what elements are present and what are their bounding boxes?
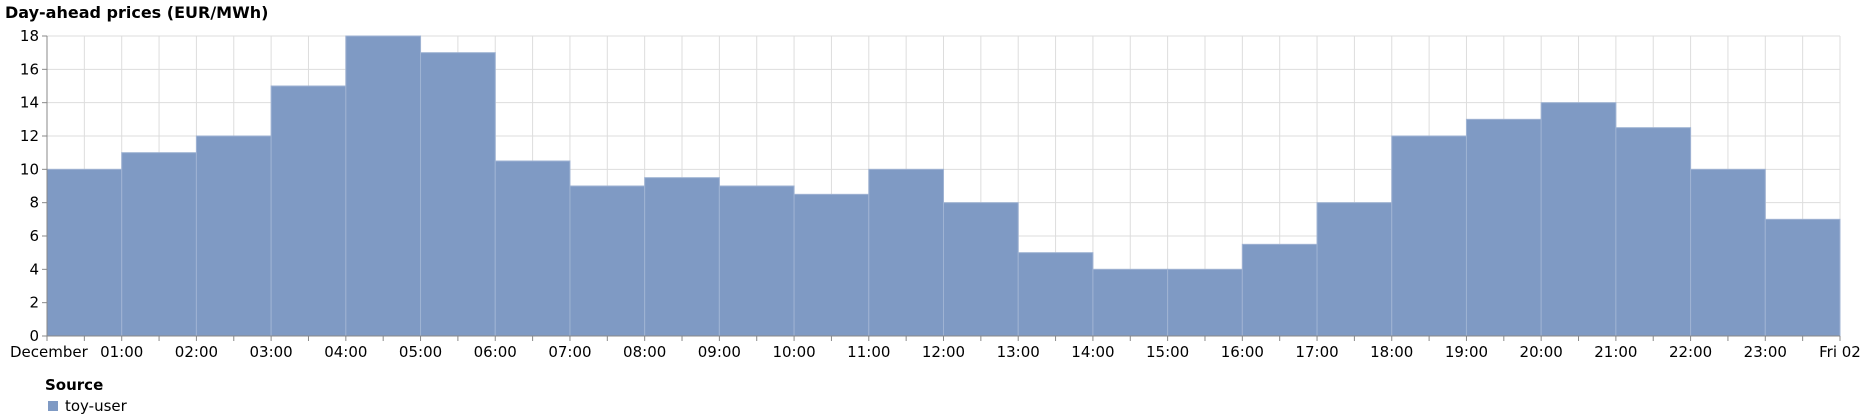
x-tick-label: 12:00	[922, 343, 965, 361]
x-tick-label: 13:00	[997, 343, 1040, 361]
bar[interactable]	[494, 160, 571, 337]
x-tick-label: 07:00	[548, 343, 591, 361]
bar[interactable]	[1316, 202, 1393, 337]
bar[interactable]	[1615, 127, 1692, 337]
x-tick-label: 03:00	[250, 343, 293, 361]
x-tick-label: 15:00	[1146, 343, 1189, 361]
bar[interactable]	[1764, 218, 1841, 337]
x-tick-label: Fri 02	[1819, 343, 1861, 361]
bar[interactable]	[943, 202, 1019, 337]
bar[interactable]	[793, 193, 870, 337]
bar[interactable]	[1391, 135, 1467, 337]
x-tick-label: 17:00	[1295, 343, 1338, 361]
legend-title: Source	[45, 376, 103, 394]
bar[interactable]	[1017, 252, 1094, 337]
bar[interactable]	[1540, 102, 1617, 337]
y-tick-label: 10	[20, 160, 39, 178]
x-tick-label: 23:00	[1744, 343, 1787, 361]
x-tick-label: 01:00	[100, 343, 143, 361]
y-tick-label: 14	[20, 94, 39, 112]
bar[interactable]	[569, 185, 646, 337]
bar[interactable]	[121, 152, 197, 337]
x-tick-label: 11:00	[847, 343, 890, 361]
x-tick-label: 10:00	[772, 343, 815, 361]
bar[interactable]	[644, 177, 720, 337]
legend-swatch	[48, 401, 58, 411]
x-tick-label: 16:00	[1221, 343, 1264, 361]
bar[interactable]	[1241, 243, 1318, 337]
y-tick-label: 12	[20, 127, 39, 145]
bar[interactable]	[46, 168, 123, 337]
x-axis: December 01:00 02:00 03:00 04:00 05:00 06:00 07…	[10, 336, 1861, 361]
y-tick-label: 8	[29, 194, 39, 212]
x-tick-label: 05:00	[399, 343, 442, 361]
y-tick-label: 18	[20, 27, 39, 45]
x-tick-label: 14:00	[1071, 343, 1114, 361]
bar[interactable]	[345, 35, 422, 337]
y-axis: 0 2 4 6 8 10 12 14 16 18	[20, 27, 47, 345]
bar[interactable]	[718, 185, 795, 337]
x-tick-label: 09:00	[698, 343, 741, 361]
x-tick-label: 19:00	[1445, 343, 1488, 361]
y-tick-label: 0	[29, 327, 39, 345]
bar[interactable]	[1690, 168, 1766, 337]
x-tick-label: 08:00	[623, 343, 666, 361]
y-tick-label: 16	[20, 60, 39, 78]
bar[interactable]	[1092, 268, 1169, 337]
bar[interactable]	[270, 85, 347, 337]
x-tick-label: 02:00	[175, 343, 218, 361]
y-tick-label: 6	[29, 227, 39, 245]
legend-label: toy-user	[65, 397, 128, 415]
x-tick-label: 18:00	[1370, 343, 1413, 361]
bar[interactable]	[1465, 118, 1542, 337]
legend: Source toy-user	[45, 376, 128, 415]
chart-title: Day-ahead prices (EUR/MWh)	[5, 3, 268, 22]
x-tick-label: 06:00	[474, 343, 517, 361]
x-tick-label: 20:00	[1520, 343, 1563, 361]
bar[interactable]	[195, 135, 272, 337]
x-tick-label: 21:00	[1594, 343, 1637, 361]
y-tick-label: 4	[29, 260, 39, 278]
x-tick-label: 22:00	[1669, 343, 1712, 361]
x-tick-label: December	[10, 343, 89, 361]
bars	[46, 35, 1841, 337]
bar[interactable]	[420, 52, 496, 337]
x-tick-label: 04:00	[324, 343, 367, 361]
bar[interactable]	[868, 168, 945, 337]
bar[interactable]	[1167, 268, 1243, 337]
y-tick-label: 2	[29, 294, 39, 312]
